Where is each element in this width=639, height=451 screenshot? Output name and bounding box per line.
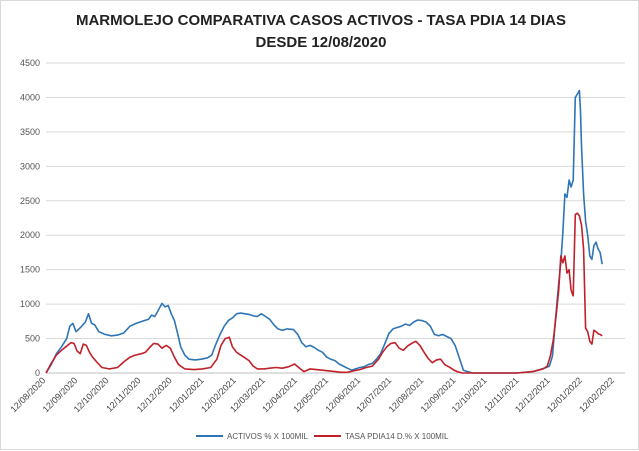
series-lines	[45, 89, 603, 374]
x-tick-label-18: 12/02/2022	[577, 375, 616, 414]
chart-title-line-1: MARMOLEJO COMPARATIVA CASOS ACTIVOS - TA…	[76, 12, 566, 29]
x-axis-ticks: 12/08/202012/09/202012/10/202012/11/2020…	[8, 375, 616, 414]
y-tick-label-4500: 4500	[20, 58, 40, 68]
y-tick-label-3500: 3500	[20, 127, 40, 137]
y-tick-label-3000: 3000	[20, 161, 40, 171]
y-tick-label-0: 0	[35, 368, 40, 378]
legend: ACTIVOS % X 100MIL TASA PDIA14 D.% X 100…	[196, 432, 449, 441]
series-line-0	[45, 89, 603, 374]
y-tick-label-1000: 1000	[20, 299, 40, 309]
series-line-1	[45, 212, 603, 374]
y-tick-label-1500: 1500	[20, 265, 40, 275]
legend-label-activos: ACTIVOS % X 100MIL	[227, 432, 308, 441]
y-axis-ticks: 0 500 1000 1500 2000 2500 3000 3500 4000 4500	[20, 58, 40, 378]
gridlines	[46, 62, 625, 374]
y-tick-label-2500: 2500	[20, 196, 40, 206]
y-tick-label-2000: 2000	[20, 230, 40, 240]
chart-title-line-2: DESDE 12/08/2020	[256, 34, 387, 51]
y-tick-label-500: 500	[25, 334, 40, 344]
legend-label-tasa: TASA PDIA14 D.% X 100MIL	[345, 432, 449, 441]
y-tick-label-4000: 4000	[20, 92, 40, 102]
